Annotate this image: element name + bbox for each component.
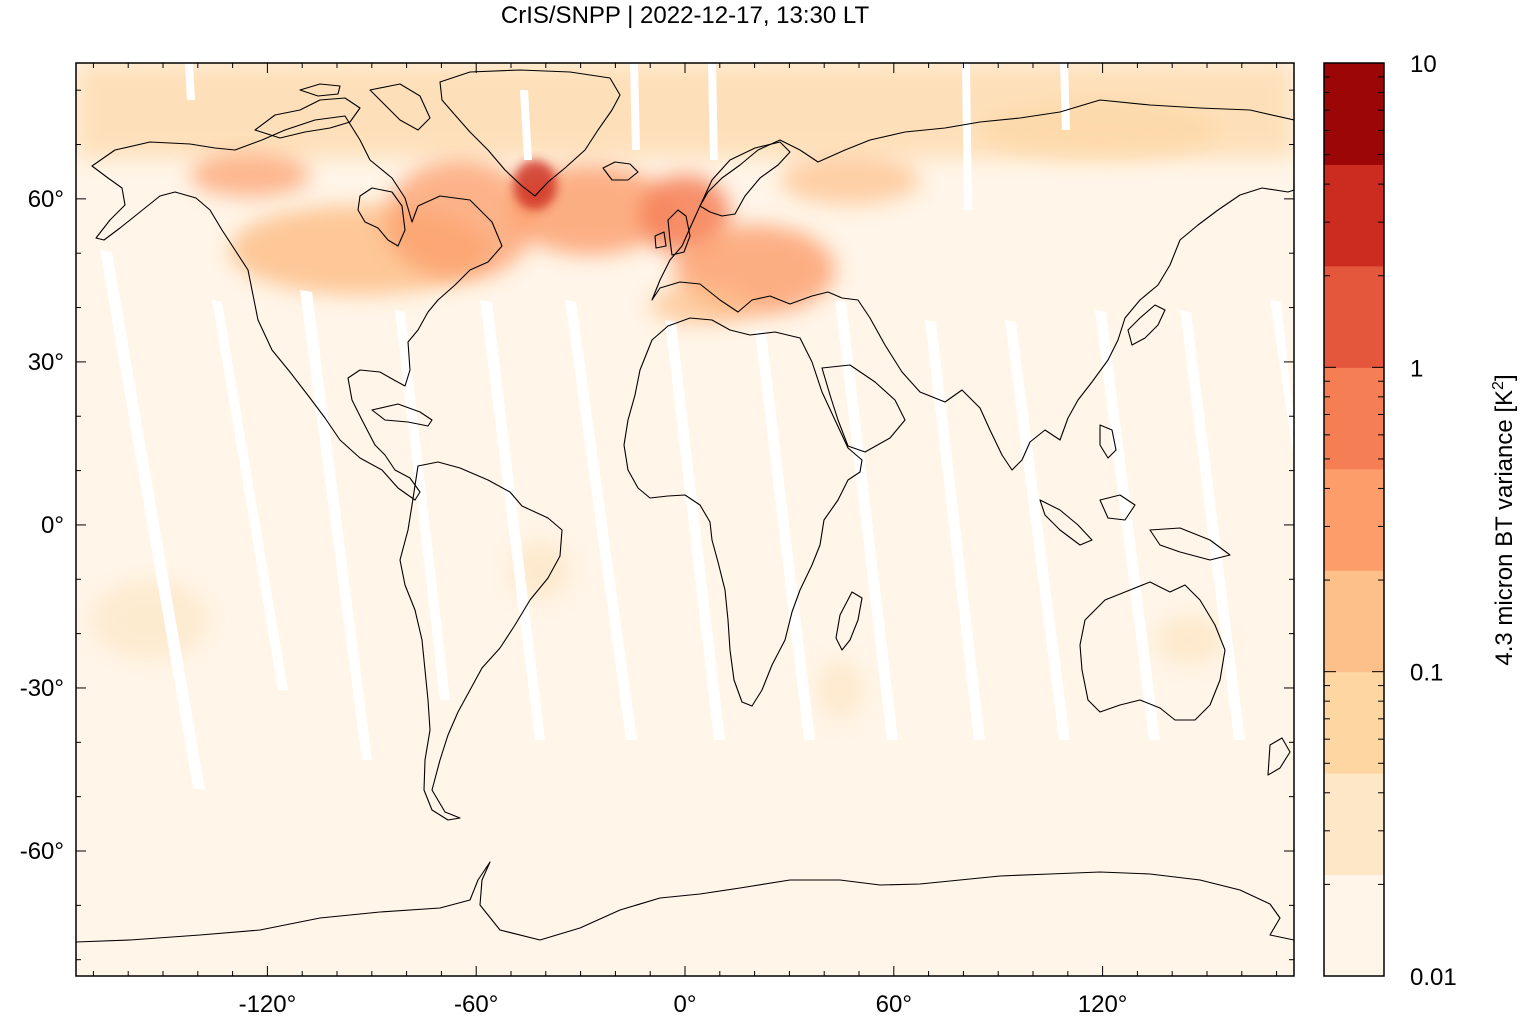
south-pacific-patch bbox=[90, 580, 210, 660]
map-title: CrIS/SNPP | 2022-12-17, 13:30 LT bbox=[500, 2, 870, 29]
coastline-greenland bbox=[439, 69, 621, 197]
map-area bbox=[76, 63, 1294, 976]
colorbar-label: 4.3 micron BT variance [K2] bbox=[1490, 374, 1518, 665]
greenland-tip-patch bbox=[513, 160, 557, 210]
lat-tick-label: -30° bbox=[20, 675, 64, 702]
swath-gap bbox=[480, 300, 545, 740]
coastline-southeast-asia-islands bbox=[1039, 424, 1231, 561]
lat-tick-label: 0° bbox=[41, 512, 64, 539]
coastline-arabia bbox=[821, 364, 906, 453]
colorbar-segment bbox=[1324, 367, 1384, 470]
colorbar-tick-label: 0.01 bbox=[1410, 964, 1457, 991]
swath-gap bbox=[1180, 310, 1245, 740]
lon-tick-label: -60° bbox=[454, 991, 498, 1018]
coastline-japan bbox=[1127, 304, 1166, 346]
coastline-hudson-bay bbox=[357, 187, 406, 247]
lon-tick-label: 0° bbox=[674, 991, 697, 1018]
south-africa-patch bbox=[818, 660, 862, 720]
coastline-madagascar bbox=[835, 591, 863, 651]
colorbar-segment bbox=[1324, 265, 1384, 368]
coastline-british-isles bbox=[654, 209, 691, 256]
lat-tick-label: 30° bbox=[28, 349, 64, 376]
swath-gap bbox=[1270, 300, 1294, 460]
swath-gap bbox=[755, 330, 815, 740]
coastline-antarctica bbox=[76, 861, 1294, 943]
map-ticks: -120° -60° 0° 60° 120° 60° 30° 0° -30° -60° bbox=[20, 63, 1294, 1018]
coastline-eurasia bbox=[651, 99, 1294, 471]
colorbar-segment bbox=[1324, 63, 1384, 165]
colorbar-ticks: 10 1 0.1 0.01 bbox=[1324, 51, 1457, 991]
coastline-scandinavia bbox=[699, 141, 791, 217]
lon-tick-label: -120° bbox=[239, 991, 297, 1018]
coastline-arctic-islands bbox=[254, 83, 431, 139]
swath-gap bbox=[300, 290, 372, 760]
coastline-central-america bbox=[371, 403, 433, 427]
swath-gap bbox=[1060, 63, 1070, 130]
colorbar-tick-label: 1 bbox=[1410, 355, 1423, 382]
labrador-patch bbox=[385, 160, 535, 280]
lat-tick-label: 60° bbox=[28, 186, 64, 213]
coastline-iceland bbox=[602, 161, 639, 181]
colorbar-segment bbox=[1324, 874, 1384, 977]
swath-gap bbox=[1005, 320, 1070, 740]
swath-gap bbox=[565, 300, 637, 740]
australia-patch bbox=[1155, 615, 1225, 665]
colorbar-segment bbox=[1324, 164, 1384, 267]
colorbar-segment bbox=[1324, 570, 1384, 673]
lon-tick-label: 120° bbox=[1078, 991, 1128, 1018]
colorbar: 10 1 0.1 0.01 4.3 micron BT variance [K2] bbox=[1323, 51, 1518, 991]
colorbar-segment bbox=[1324, 671, 1384, 774]
coastline-new-zealand bbox=[1267, 737, 1291, 776]
swath-gap bbox=[708, 63, 718, 160]
siberia-patch bbox=[980, 100, 1220, 160]
lat-tick-label: -60° bbox=[20, 838, 64, 865]
swath-gap bbox=[212, 300, 288, 690]
lon-tick-label: 60° bbox=[876, 991, 912, 1018]
swath-gap bbox=[630, 63, 640, 150]
swath-gaps bbox=[100, 63, 1294, 790]
swath-gap bbox=[185, 63, 195, 100]
colorbar-tick-label: 10 bbox=[1410, 51, 1437, 78]
colorbar-tick-label: 0.1 bbox=[1410, 660, 1443, 687]
coastline-australia bbox=[1079, 581, 1226, 721]
colorbar-frame bbox=[1323, 62, 1385, 977]
coastline-north-america bbox=[91, 115, 503, 501]
coastline-africa bbox=[623, 317, 863, 707]
swath-gap bbox=[100, 250, 205, 790]
coastlines bbox=[76, 69, 1294, 943]
coastline-south-america bbox=[399, 461, 563, 821]
russia-patch bbox=[780, 155, 920, 205]
colorbar-segment bbox=[1324, 773, 1384, 876]
swath-gap bbox=[925, 320, 985, 740]
swath-gap bbox=[962, 63, 972, 210]
colorbar-segments bbox=[1324, 63, 1384, 977]
swath-gap bbox=[665, 320, 725, 740]
alaska-patch bbox=[190, 153, 310, 197]
colorbar-segment bbox=[1324, 468, 1384, 571]
mediterranean-patch bbox=[650, 285, 750, 325]
swath-gap bbox=[835, 300, 898, 740]
swath-gap bbox=[520, 90, 532, 160]
swath-gap bbox=[1095, 310, 1160, 740]
